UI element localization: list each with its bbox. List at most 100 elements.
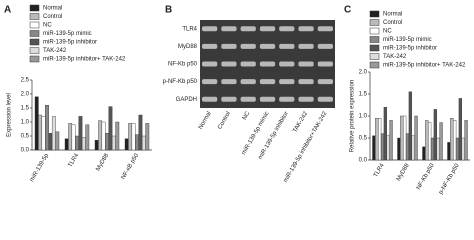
panel-label: C (344, 5, 351, 16)
blot-band (298, 96, 314, 102)
legend-label: Normal (383, 12, 402, 18)
blot-band (279, 79, 295, 85)
blot-row-label: NF-Kb p50 (168, 62, 198, 68)
bar (372, 135, 376, 161)
legend-swatch (369, 10, 380, 18)
bar (436, 137, 440, 161)
legend-label: NC (383, 29, 392, 35)
bar (464, 120, 468, 161)
blot-band (259, 43, 276, 49)
bar (55, 131, 60, 151)
legend-label: miR-139-5p inhibitor (383, 46, 437, 52)
blot-band (317, 43, 333, 49)
blot-band (279, 26, 295, 32)
bar (405, 133, 410, 161)
blot-band (317, 61, 333, 67)
legend-label: miR-139-5p inhibitor+ TAK-242 (43, 57, 126, 63)
blot-column-label: TAK-242 (292, 110, 309, 134)
bar (81, 137, 86, 151)
bar (41, 116, 46, 151)
blot-band (259, 96, 276, 102)
blot-band (221, 43, 237, 49)
bar (453, 120, 457, 161)
bar (141, 135, 146, 151)
blot-column-label: Normal (198, 111, 213, 131)
blot-band (221, 26, 237, 32)
bar (397, 137, 401, 161)
blot-band (259, 26, 276, 32)
blot-band (202, 26, 218, 32)
bar (64, 138, 69, 151)
bar (45, 104, 49, 151)
bar (458, 98, 462, 161)
bar (138, 114, 143, 151)
bar (408, 91, 412, 161)
bar (105, 132, 109, 151)
bar (128, 123, 133, 151)
blot-row-label: GAPDH (176, 97, 197, 103)
legend-swatch (29, 21, 40, 29)
x-tick-label: p-NF-Kb p50 (438, 162, 461, 195)
bar (411, 135, 415, 161)
x-tick-label: miR-139-5p (29, 152, 50, 183)
legend-label: miR-139-5p mimic (43, 31, 92, 37)
bar (101, 121, 106, 151)
legend-label: miR-139-5p inhibitor+ TAK-242 (383, 63, 466, 69)
legend-swatch (369, 61, 380, 69)
legend-swatch (369, 44, 380, 52)
legend-swatch (369, 36, 380, 43)
blot-column-label: Control (217, 111, 232, 131)
bar (386, 135, 390, 161)
blot-band (298, 61, 314, 67)
bar (135, 134, 139, 151)
blot-row-label: p-NF-Kb p50 (163, 79, 198, 85)
panel-label: B (165, 5, 172, 16)
legend-swatch (369, 53, 380, 60)
bar (383, 106, 387, 161)
bar (34, 96, 39, 151)
blot-band (259, 79, 276, 85)
blot-band (240, 79, 256, 85)
y-tick-label: 2.5 (21, 78, 30, 84)
x-tick-label: NF-κB p50 (121, 152, 141, 180)
x-tick-label: TLR4 (68, 152, 81, 168)
bar (447, 142, 451, 161)
legend-swatch (29, 55, 40, 63)
y-axis-label: Relative protein expression (350, 80, 356, 152)
x-tick-label: TLR4 (373, 162, 386, 178)
bar (48, 132, 53, 151)
y-tick-label: 0.5 (359, 136, 368, 142)
bar (422, 146, 426, 161)
panel-label: A (4, 5, 11, 16)
bar (38, 114, 43, 151)
legend-swatch (369, 27, 380, 35)
x-tick-label: MyD88 (95, 152, 110, 172)
y-tick-label: 0.0 (21, 148, 30, 154)
blot-band (221, 61, 237, 67)
blot-band (240, 43, 256, 49)
bar (400, 115, 404, 161)
bar (85, 124, 90, 151)
bar (115, 121, 120, 151)
legend-label: miR-139-5p mimic (383, 37, 432, 43)
bar (124, 138, 129, 151)
blot-band (259, 61, 276, 67)
y-tick-label: 1.0 (359, 114, 368, 120)
bar (378, 117, 382, 161)
legend-label: miR-139-5p inhibitor (43, 40, 97, 46)
bar (375, 117, 379, 161)
bar (428, 122, 432, 161)
blot-band (240, 61, 256, 67)
blot-column-label: NC (242, 110, 252, 121)
blot-band (202, 96, 218, 102)
legend-swatch (29, 47, 40, 54)
y-tick-label: 2.0 (21, 92, 30, 98)
legend-label: Control (383, 20, 402, 26)
legend-swatch (29, 30, 40, 37)
blot-band (298, 43, 314, 49)
blot-row-label: TLR4 (182, 26, 197, 32)
bar (425, 120, 429, 161)
legend-label: NC (43, 23, 52, 29)
legend-label: Control (43, 14, 62, 20)
bar (108, 106, 113, 151)
